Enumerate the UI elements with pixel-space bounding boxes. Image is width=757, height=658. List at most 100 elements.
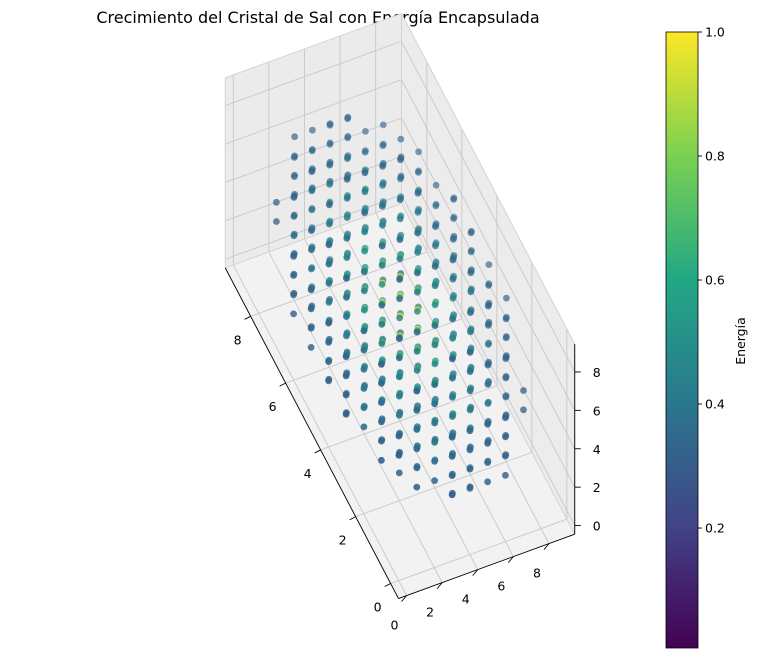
grid-line-x-floor — [355, 451, 533, 518]
data-point — [502, 393, 510, 401]
data-point — [325, 241, 333, 249]
data-point — [466, 387, 474, 395]
z-tick-label: 6 — [593, 403, 601, 418]
data-point — [502, 414, 509, 422]
x-tick-label: 6 — [269, 399, 277, 414]
data-point — [413, 328, 421, 336]
y-tick-mark — [472, 569, 479, 576]
pane-edge — [401, 203, 576, 535]
data-point — [325, 279, 333, 287]
data-point — [343, 313, 350, 320]
data-point — [449, 315, 456, 323]
data-point — [449, 374, 456, 382]
data-point — [466, 427, 474, 435]
data-point — [395, 335, 403, 342]
y-tick-label: 4 — [462, 592, 470, 607]
data-point — [431, 341, 439, 349]
y-tick-mark — [507, 556, 514, 563]
chart-title: Crecimiento del Cristal de Sal con Energ… — [96, 8, 540, 27]
y-tick-mark — [401, 595, 407, 602]
y-tick-mark — [543, 543, 550, 550]
colorbar-label: Energía — [733, 317, 748, 365]
data-point — [395, 432, 403, 440]
data-point — [307, 324, 315, 332]
data-point — [520, 406, 527, 414]
grid-line-x-floor — [320, 385, 498, 451]
data-point — [307, 286, 315, 294]
data-point — [396, 314, 403, 322]
data-point — [432, 223, 439, 231]
data-point — [414, 189, 422, 197]
grid-line-y-floor — [232, 264, 407, 596]
data-point — [467, 309, 474, 316]
data-point — [290, 173, 298, 181]
data-point — [414, 308, 421, 315]
data-point — [342, 391, 350, 399]
data-point — [484, 321, 492, 329]
tick-labels: 0 2 4 6 8 0 2 4 6 8 0 2 4 6 8 — [234, 315, 601, 633]
y-tick-label: 0 — [391, 618, 399, 633]
data-point — [414, 248, 421, 256]
x-tick-label: 0 — [374, 600, 382, 615]
data-point — [413, 483, 421, 491]
x-tick-mark — [349, 516, 356, 521]
data-point — [415, 148, 422, 156]
data-point — [308, 168, 316, 176]
grid-line-z-right — [401, 79, 576, 411]
z-tick-label: 0 — [593, 519, 601, 534]
data-point — [308, 187, 316, 195]
data-point — [448, 491, 456, 499]
data-point — [413, 387, 421, 395]
data-point — [273, 218, 280, 225]
z-tick-label: 4 — [593, 442, 601, 457]
data-point — [379, 202, 386, 210]
data-point — [379, 142, 387, 150]
data-point — [342, 353, 350, 360]
data-point — [361, 148, 369, 156]
data-point — [431, 322, 439, 329]
data-point — [325, 319, 332, 327]
data-point — [467, 328, 474, 336]
data-point — [450, 215, 457, 223]
data-point — [449, 295, 457, 302]
data-point — [308, 206, 316, 214]
data-point — [308, 227, 315, 235]
data-point — [395, 373, 403, 381]
data-point — [378, 399, 385, 406]
data-point — [502, 452, 509, 460]
data-point — [502, 315, 510, 323]
data-point — [467, 229, 475, 237]
data-point — [379, 162, 386, 170]
data-point — [449, 334, 456, 342]
data-point — [343, 235, 351, 242]
data-point — [431, 400, 438, 408]
axis-lines — [224, 13, 576, 599]
y-axis-line — [398, 533, 575, 599]
data-point — [432, 242, 439, 250]
data-point — [431, 301, 439, 309]
grid-line-z-left — [225, 79, 402, 145]
data-point — [343, 175, 351, 183]
data-point — [378, 242, 386, 250]
data-point — [326, 180, 333, 188]
data-point — [378, 281, 386, 288]
data-point — [413, 445, 421, 453]
colorbar-gradient — [665, 31, 699, 649]
data-point — [449, 413, 456, 420]
data-point — [343, 274, 350, 282]
data-point — [502, 334, 510, 342]
data-point — [379, 222, 386, 229]
data-point — [361, 169, 369, 177]
data-point — [485, 261, 493, 268]
data-point — [448, 433, 456, 441]
data-point — [361, 188, 369, 196]
grid-line-y-floor — [304, 238, 479, 570]
data-point — [360, 365, 368, 373]
data-point — [432, 181, 440, 189]
colorbar-tick-label: 0.4 — [705, 397, 725, 412]
colorbar: 0.2 0.4 0.6 0.8 1.0 Energía — [665, 25, 748, 649]
data-point — [431, 458, 438, 465]
data-point — [431, 263, 439, 270]
data-point — [396, 255, 404, 263]
